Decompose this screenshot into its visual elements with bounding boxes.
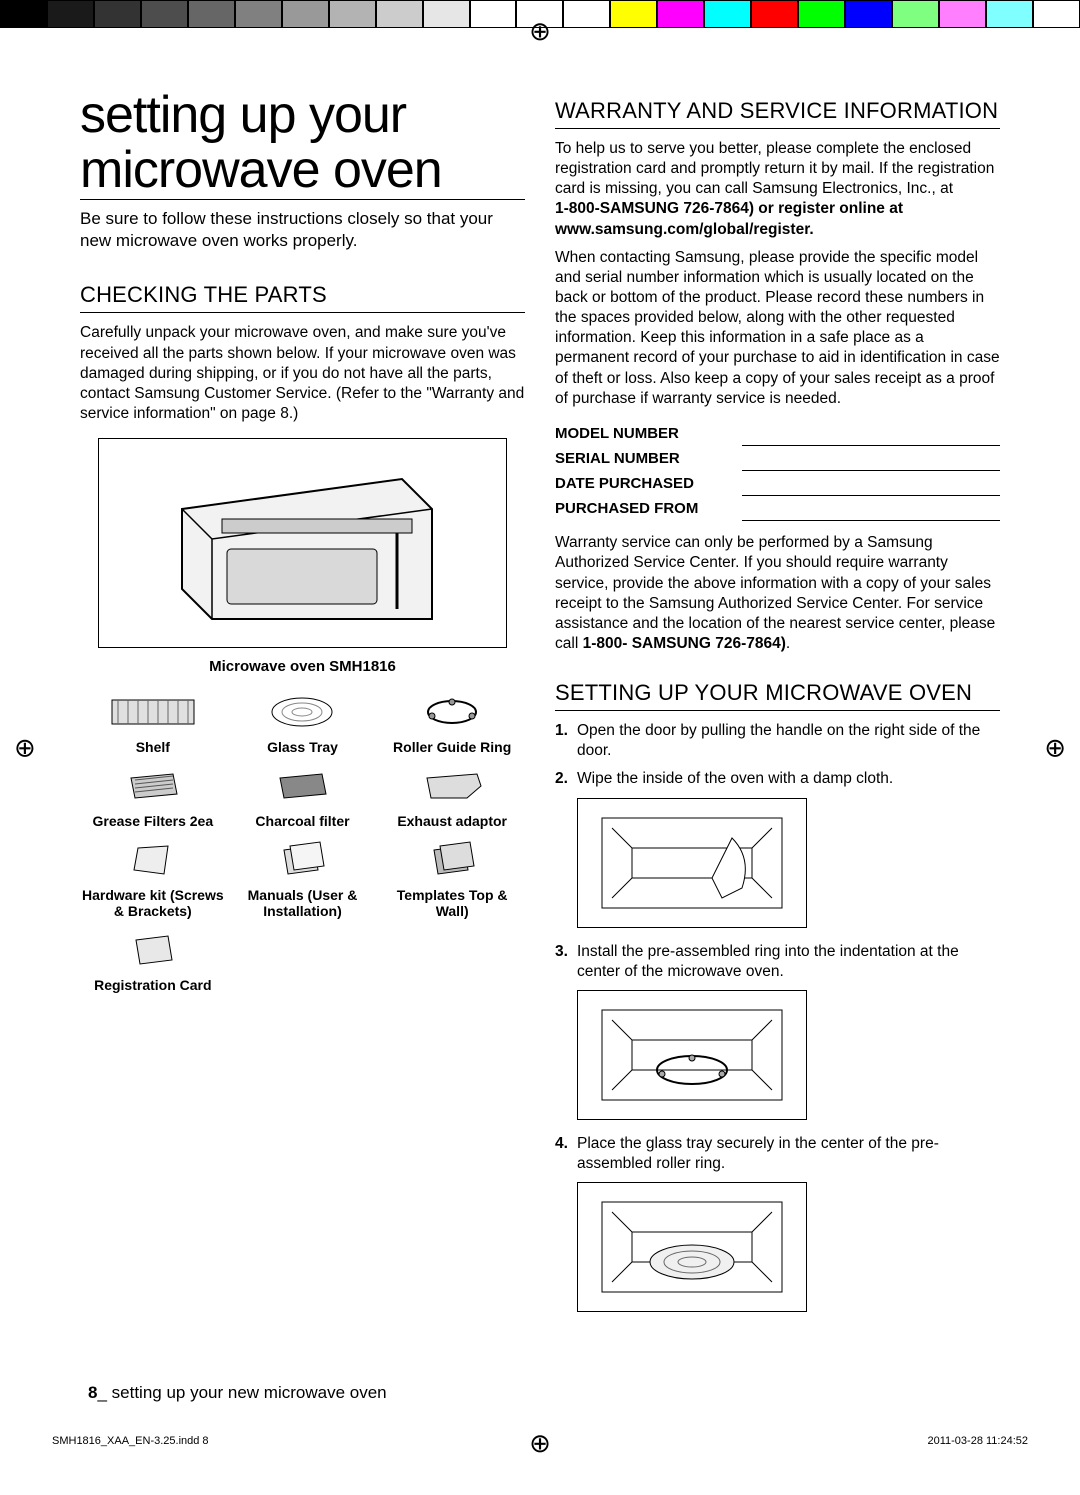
footer-sep: _ [97, 1383, 106, 1402]
part-glass-tray: Glass Tray [230, 689, 376, 755]
setup-steps-cont: Install the pre-assembled ring into the … [555, 942, 1000, 982]
registration-mark-bottom: ⊕ [529, 1428, 551, 1459]
part-roller-ring: Roller Guide Ring [379, 689, 525, 755]
part-manuals: Manuals (User & Installation) [230, 837, 376, 919]
registration-mark-right: ⊕ [1044, 732, 1066, 763]
microwave-illustration [98, 438, 507, 648]
grease-filter-icon [80, 763, 226, 809]
microwave-caption: Microwave oven SMH1816 [80, 658, 525, 675]
part-label: Manuals (User & Installation) [230, 887, 376, 919]
step4-illustration [577, 1182, 807, 1312]
part-label: Templates Top & Wall) [379, 887, 525, 919]
part-label: Grease Filters 2ea [80, 813, 226, 829]
part-label: Hardware kit (Screws & Brackets) [80, 887, 226, 919]
setup-heading: SETTING UP YOUR MICROWAVE OVEN [555, 680, 1000, 711]
page-title: setting up your microwave oven [80, 88, 525, 200]
warranty-p3: Warranty service can only be performed b… [555, 533, 1000, 654]
setup-steps-cont2: Place the glass tray securely in the cen… [555, 1134, 1000, 1174]
print-meta-right: 2011-03-28 11:24:52 [927, 1435, 1028, 1447]
part-shelf: Shelf [80, 689, 226, 755]
step-3: Install the pre-assembled ring into the … [555, 942, 1000, 982]
warranty-p3c: . [786, 635, 790, 652]
part-grease-filters: Grease Filters 2ea [80, 763, 226, 829]
warranty-p2: When contacting Samsung, please provide … [555, 248, 1000, 409]
part-label: Glass Tray [230, 739, 376, 755]
manuals-icon [230, 837, 376, 883]
right-column: WARRANTY AND SERVICE INFORMATION To help… [555, 88, 1000, 1326]
field-blank[interactable] [742, 421, 1000, 446]
setup-steps: Open the door by pulling the handle on t… [555, 721, 1000, 789]
field-blank[interactable] [742, 471, 1000, 496]
field-model: MODEL NUMBER [555, 421, 742, 446]
part-hardware-kit: Hardware kit (Screws & Brackets) [80, 837, 226, 919]
field-blank[interactable] [742, 446, 1000, 471]
registration-card-icon [80, 927, 226, 973]
part-registration-card: Registration Card [80, 927, 226, 993]
intro-text: Be sure to follow these instructions clo… [80, 208, 525, 252]
field-blank[interactable] [742, 496, 1000, 521]
left-column: setting up your microwave oven Be sure t… [80, 88, 525, 1326]
footer-text: setting up your new microwave oven [107, 1383, 387, 1402]
part-exhaust-adaptor: Exhaust adaptor [379, 763, 525, 829]
checking-body: Carefully unpack your microwave oven, an… [80, 323, 525, 424]
print-meta-left: SMH1816_XAA_EN-3.25.indd 8 [52, 1435, 209, 1447]
step3-illustration [577, 990, 807, 1120]
part-label: Roller Guide Ring [379, 739, 525, 755]
page-footer: 8_ setting up your new microwave oven [88, 1383, 387, 1403]
registration-mark-top: ⊕ [529, 16, 551, 47]
warranty-p1-text: To help us to serve you better, please c… [555, 140, 994, 197]
registration-mark-left: ⊕ [14, 732, 36, 763]
checking-heading: CHECKING THE PARTS [80, 282, 525, 313]
step-1: Open the door by pulling the handle on t… [555, 721, 1000, 761]
step-2: Wipe the inside of the oven with a damp … [555, 769, 1000, 789]
part-label: Registration Card [80, 977, 226, 993]
part-label: Shelf [80, 739, 226, 755]
exhaust-adaptor-icon [379, 763, 525, 809]
field-from: PURCHASED FROM [555, 496, 742, 521]
step2-illustration [577, 798, 807, 928]
part-templates: Templates Top & Wall) [379, 837, 525, 919]
part-label: Charcoal filter [230, 813, 376, 829]
templates-icon [379, 837, 525, 883]
page-content: setting up your microwave oven Be sure t… [0, 28, 1080, 1346]
step-4: Place the glass tray securely in the cen… [555, 1134, 1000, 1174]
warranty-heading: WARRANTY AND SERVICE INFORMATION [555, 98, 1000, 129]
warranty-p1-bold: 1-800-SAMSUNG 726-7864) or register onli… [555, 200, 903, 237]
part-charcoal-filter: Charcoal filter [230, 763, 376, 829]
hardware-kit-icon [80, 837, 226, 883]
shelf-icon [80, 689, 226, 735]
parts-grid: Shelf Glass Tray Roller Guide Ring Greas… [80, 689, 525, 993]
field-serial: SERIAL NUMBER [555, 446, 742, 471]
warranty-p3b: 1-800- SAMSUNG 726-7864) [583, 635, 786, 652]
field-date: DATE PURCHASED [555, 471, 742, 496]
roller-ring-icon [379, 689, 525, 735]
part-label: Exhaust adaptor [379, 813, 525, 829]
warranty-info-table: MODEL NUMBER SERIAL NUMBER DATE PURCHASE… [555, 421, 1000, 522]
charcoal-filter-icon [230, 763, 376, 809]
warranty-p1: To help us to serve you better, please c… [555, 139, 1000, 240]
glass-tray-icon [230, 689, 376, 735]
